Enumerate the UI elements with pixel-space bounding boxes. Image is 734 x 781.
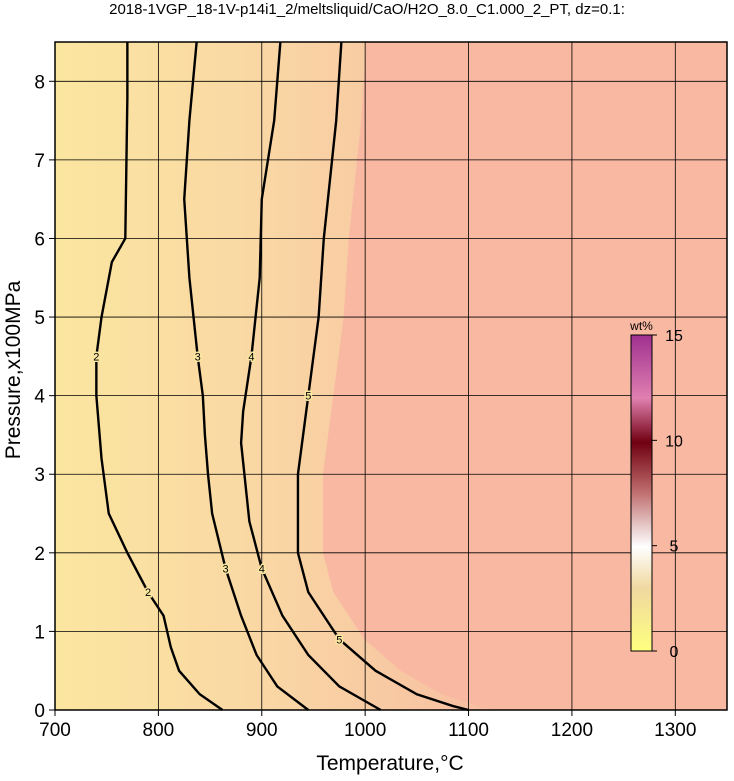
y-axis-label: Pressure,x100MPa: [2, 280, 25, 459]
y-tick-label: 4: [34, 387, 45, 408]
y-tick-label: 1: [34, 622, 45, 643]
colorbar: [630, 334, 653, 652]
colorbar-tick-label: 10: [665, 433, 683, 450]
x-tick-label: 900: [246, 720, 278, 741]
y-tick-label: 0: [34, 701, 45, 722]
x-tick-label: 1000: [344, 720, 386, 741]
y-tick-label: 3: [34, 465, 45, 486]
contour-line: [95, 42, 224, 711]
contour-label: 4: [248, 351, 254, 363]
y-tick-label: 5: [34, 308, 45, 329]
contour-label: 4: [259, 564, 265, 576]
contour-label: 2: [145, 587, 151, 599]
x-tick-label: 1100: [448, 720, 489, 741]
melt-region: [55, 42, 494, 710]
y-tick-label: 6: [34, 229, 45, 250]
colorbar-tick-label: 15: [665, 328, 683, 345]
plot-frame: [54, 41, 728, 711]
contour-label: 3: [223, 564, 229, 576]
x-tick-label: 700: [39, 720, 71, 741]
contour-line: [239, 41, 382, 712]
contour-line: [183, 41, 310, 711]
x-tick-label: 800: [143, 720, 175, 741]
y-tick-label: 7: [34, 151, 45, 172]
y-tick-label: 2: [34, 544, 45, 565]
chart-title: 2018-1VGP_18-1V-p14i1_2/meltsliquid/CaO/…: [109, 1, 625, 18]
colorbar-tick-label: 5: [670, 539, 679, 556]
x-tick-label: 1200: [551, 720, 593, 741]
contour-label: 5: [336, 634, 342, 646]
contour-line: [296, 41, 469, 712]
contour-label: 3: [195, 351, 201, 363]
colorbar-label: wt%: [629, 319, 653, 333]
colorbar-tick-label: 0: [670, 644, 679, 661]
x-axis-label: Temperature,°C: [316, 752, 463, 775]
contour-label: 5: [305, 391, 311, 403]
x-tick-label: 1300: [654, 720, 696, 741]
contour-label: 2: [93, 351, 99, 363]
y-tick-label: 8: [34, 72, 45, 93]
